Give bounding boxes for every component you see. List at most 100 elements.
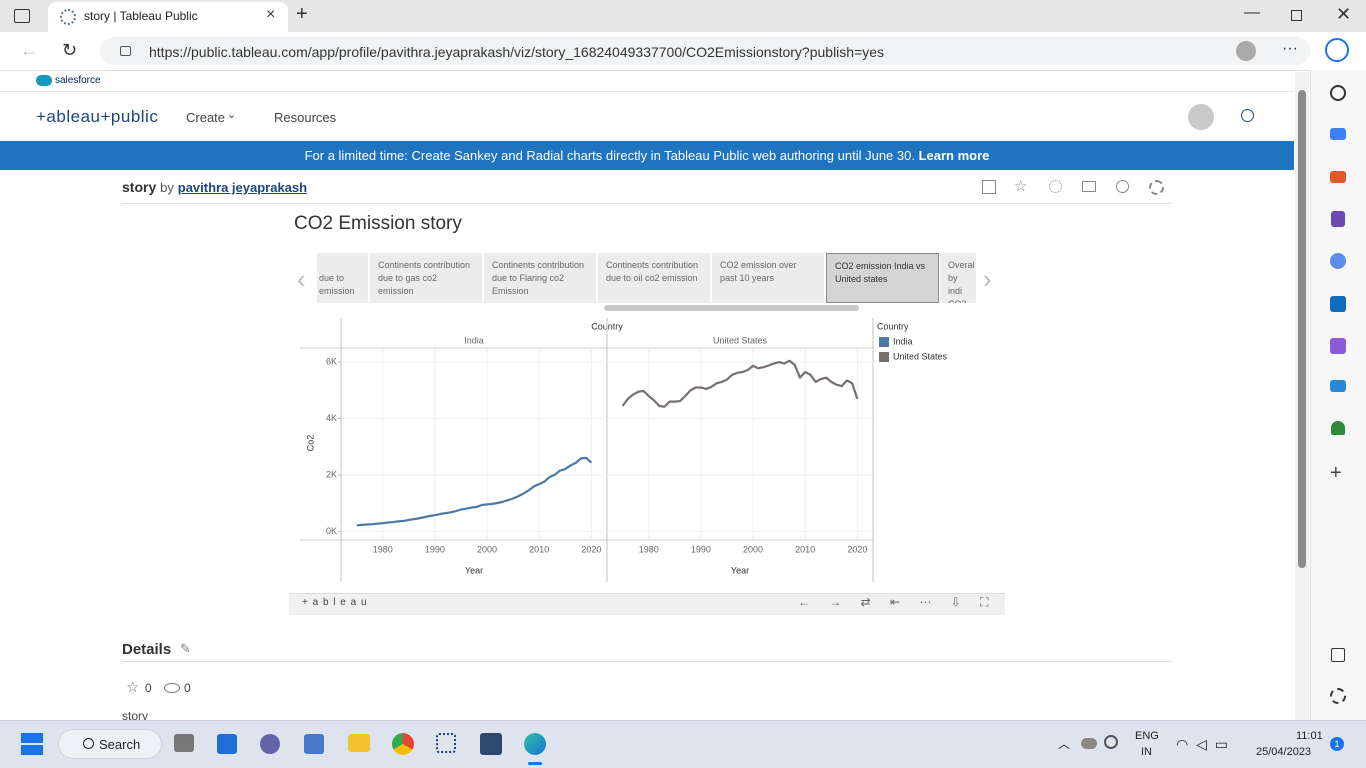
user-avatar[interactable] xyxy=(1188,104,1214,130)
views-icon xyxy=(164,683,180,693)
story-prev[interactable]: ‹ xyxy=(297,264,306,294)
address-bar[interactable] xyxy=(100,37,1310,65)
restore[interactable] xyxy=(1291,10,1302,21)
tab-favicon xyxy=(60,9,76,25)
widgets[interactable] xyxy=(217,734,237,754)
story-point[interactable]: Overal by indi CO2 Em xyxy=(940,253,977,303)
story-point[interactable]: CO2 emission over past 10 years xyxy=(712,253,825,303)
profile-icon[interactable] xyxy=(1236,41,1256,61)
tableau-footer-logo[interactable]: + a b l e a u xyxy=(302,597,368,608)
add-sidebar[interactable]: + xyxy=(1330,462,1342,484)
tableau-app[interactable] xyxy=(436,733,456,753)
weather[interactable] xyxy=(1081,738,1097,749)
close-window[interactable]: ✕ xyxy=(1336,4,1352,24)
new-tab[interactable]: + xyxy=(296,3,308,25)
settings-sidebar[interactable] xyxy=(1330,688,1346,704)
nav-create[interactable]: Create xyxy=(186,110,226,125)
url[interactable]: https://public.tableau.com/app/profile/p… xyxy=(149,44,885,60)
y-tick-label: 2K xyxy=(326,469,337,479)
story-next[interactable]: › xyxy=(983,264,992,294)
outlook-sidebar[interactable] xyxy=(1330,296,1346,312)
tree-sidebar[interactable] xyxy=(1331,421,1345,435)
office-sidebar[interactable] xyxy=(1330,253,1346,269)
sync[interactable] xyxy=(1104,735,1118,749)
edge-sidebar xyxy=(1310,70,1366,720)
favorite-icon[interactable]: ☆ xyxy=(1014,178,1028,195)
send-sidebar[interactable] xyxy=(1330,380,1346,392)
story-point[interactable]: Continents contribution due to gas co2 e… xyxy=(370,253,483,303)
bing-button[interactable] xyxy=(1325,38,1349,62)
y-tick-label: 0K xyxy=(326,526,337,536)
app-icon[interactable] xyxy=(304,734,324,754)
notification-badge[interactable]: 1 xyxy=(1330,737,1344,751)
x-axis-label: Year xyxy=(731,565,749,575)
panel-header: India xyxy=(464,335,484,345)
x-tick-label: 1990 xyxy=(691,544,711,554)
panel-header: United States xyxy=(713,335,768,345)
menu-button[interactable]: ··· xyxy=(1282,40,1298,57)
site-search[interactable] xyxy=(1241,109,1254,122)
legend-label: United States xyxy=(893,351,948,361)
shopping-sidebar[interactable] xyxy=(1330,128,1346,140)
details-edit[interactable]: ✎ xyxy=(180,641,191,656)
divider xyxy=(122,661,1172,662)
search-label[interactable]: Search xyxy=(99,737,141,752)
x-tick-label: 2010 xyxy=(529,544,549,554)
back-button[interactable]: ← xyxy=(20,40,38,60)
promo-banner: For a limited time: Create Sankey and Ra… xyxy=(0,141,1294,170)
author-link[interactable]: pavithra jeyaprakash xyxy=(177,180,308,195)
brand-text[interactable]: salesforce xyxy=(55,75,101,86)
divider xyxy=(122,203,1172,204)
x-tick-label: 2000 xyxy=(477,544,497,554)
minimize[interactable]: — xyxy=(1244,4,1260,21)
refresh-button[interactable]: ↻ xyxy=(62,40,78,60)
star-icon[interactable]: ☆ xyxy=(126,679,140,696)
games-sidebar[interactable] xyxy=(1331,211,1345,227)
settings-icon[interactable] xyxy=(1149,180,1164,195)
clock-time[interactable]: 11:01 xyxy=(1296,730,1323,742)
x-axis-label: Year xyxy=(465,565,483,575)
scroll-thumb[interactable] xyxy=(1298,90,1306,568)
task-view[interactable] xyxy=(174,734,194,752)
tools-sidebar[interactable] xyxy=(1330,171,1346,183)
brand-bar xyxy=(0,72,1294,92)
story-point[interactable]: Continents contribution due to Flaring c… xyxy=(484,253,597,303)
active-tab[interactable] xyxy=(48,2,288,32)
by-text: by xyxy=(160,180,174,195)
badge-icon[interactable] xyxy=(1116,180,1129,193)
viz-controls[interactable]: ← → ⇄ ⇤ ⋯ ⇩ ⛶ xyxy=(798,595,989,609)
search-sidebar[interactable] xyxy=(1330,85,1346,101)
legend-swatch xyxy=(879,337,889,347)
share-icon[interactable] xyxy=(1049,180,1062,193)
language[interactable]: ENG xyxy=(1135,730,1159,742)
file-explorer[interactable] xyxy=(348,734,370,752)
search-box[interactable] xyxy=(58,729,162,759)
start-button[interactable] xyxy=(21,733,43,755)
app-icon[interactable] xyxy=(480,733,502,755)
story-point-selected[interactable]: CO2 emission India vs United states xyxy=(826,253,939,303)
tab-close[interactable]: × xyxy=(266,6,276,23)
nav-resources[interactable]: Resources xyxy=(274,110,337,125)
clock-date[interactable]: 25/04/2023 xyxy=(1256,746,1312,758)
legend-title: Country xyxy=(877,321,909,331)
edge[interactable] xyxy=(524,733,546,755)
story-point[interactable]: due to emission xyxy=(317,253,369,303)
designer-sidebar[interactable] xyxy=(1330,338,1346,354)
story-scroll[interactable] xyxy=(604,305,859,311)
banner-text: For a limited time: Create Sankey and Ra… xyxy=(304,148,915,163)
status-icons[interactable]: ◠ ◁ ▭ xyxy=(1176,736,1228,752)
y-tick-label: 6K xyxy=(326,356,337,366)
region[interactable]: IN xyxy=(1141,746,1152,758)
chrome[interactable] xyxy=(392,733,414,755)
x-tick-label: 2020 xyxy=(847,544,867,554)
site-logo[interactable]: +ableau+public xyxy=(36,107,159,126)
edit-icon[interactable] xyxy=(982,180,996,194)
hide-sidebar[interactable] xyxy=(1331,648,1345,662)
banner-link[interactable]: Learn more xyxy=(918,148,990,163)
tray-expand[interactable]: ︿ xyxy=(1058,737,1071,751)
teams[interactable] xyxy=(260,734,280,754)
legend-swatch xyxy=(879,352,889,362)
tab-actions[interactable] xyxy=(14,9,30,23)
download-icon[interactable] xyxy=(1082,181,1096,192)
story-point[interactable]: Continents contribution due to oil co2 e… xyxy=(598,253,711,303)
